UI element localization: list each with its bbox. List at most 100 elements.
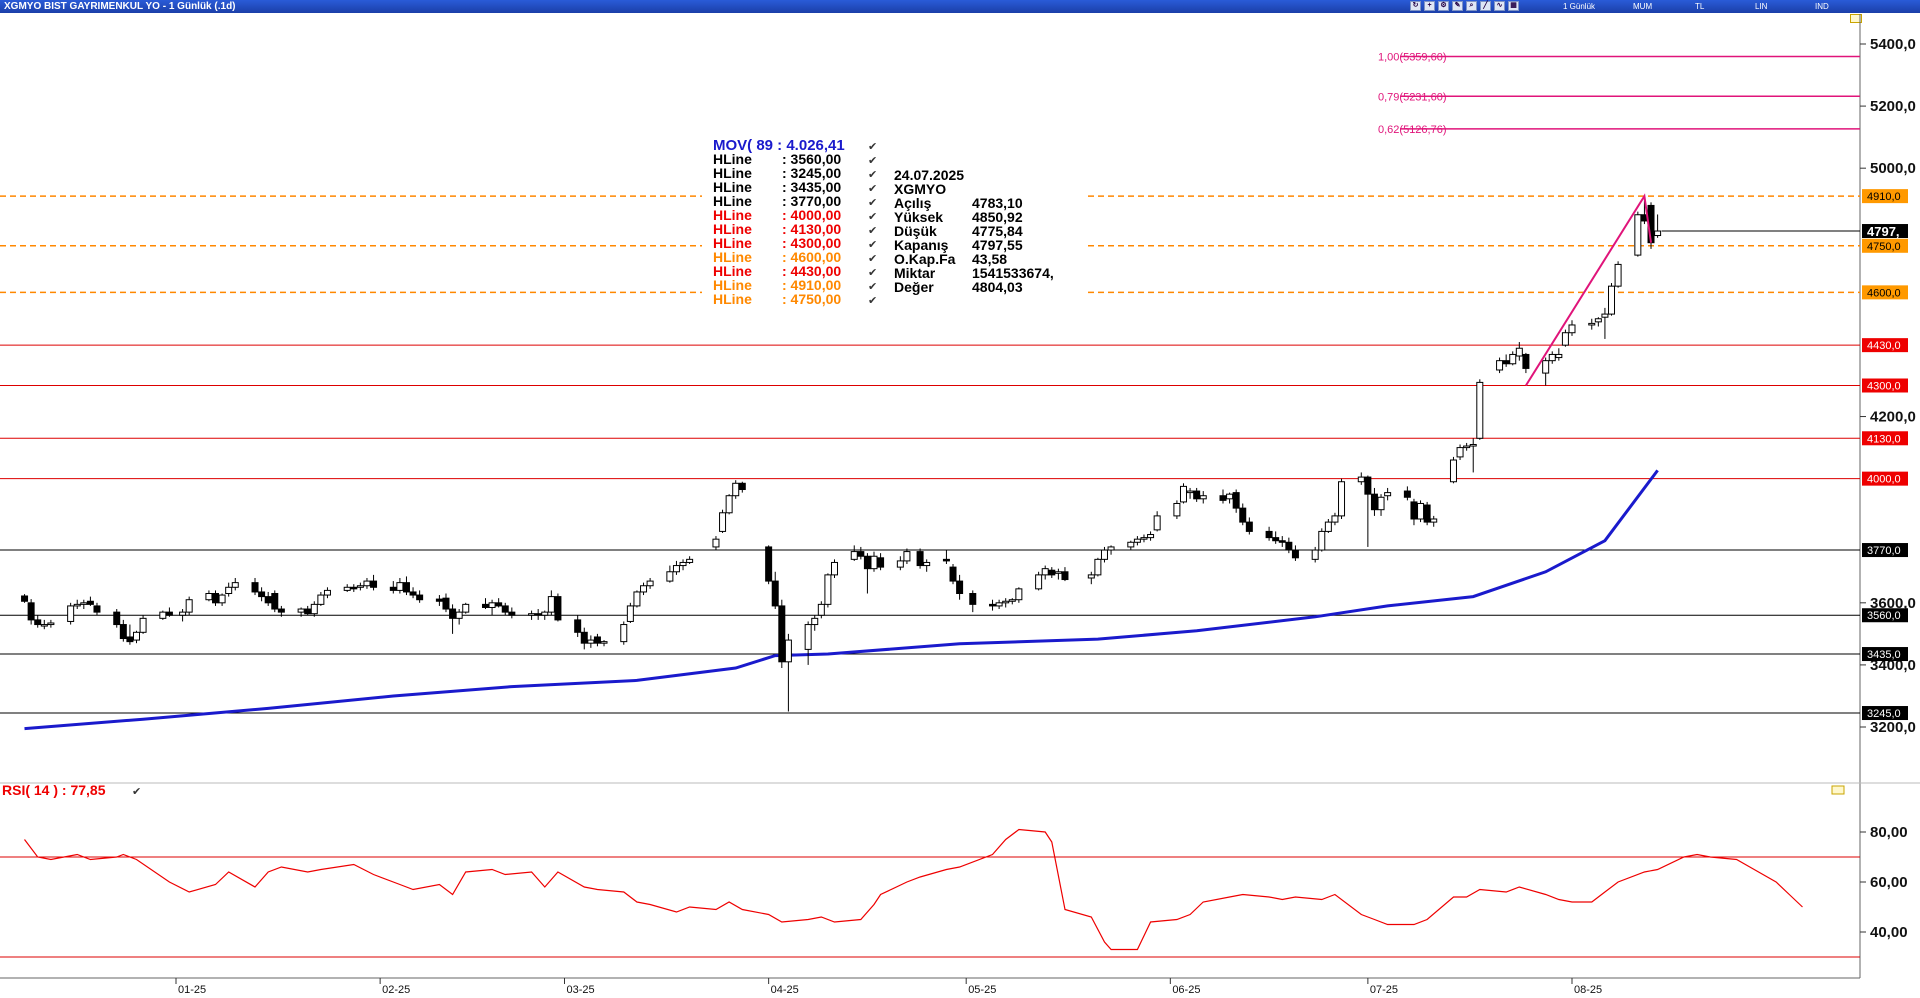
candle bbox=[672, 560, 680, 575]
line-icon[interactable]: ╱ bbox=[1480, 1, 1491, 11]
period-selector[interactable]: 1 Günlük bbox=[1563, 2, 1596, 11]
candle-body-down bbox=[554, 596, 562, 621]
candle-body-up bbox=[1311, 549, 1319, 560]
time-tick-label: 06-25 bbox=[1172, 984, 1200, 996]
candle-body-up bbox=[363, 580, 371, 587]
candle-body-up bbox=[185, 599, 193, 613]
hline-legend-label: HLine bbox=[713, 291, 752, 307]
candle-body-up bbox=[356, 585, 364, 588]
candle-body-down bbox=[1291, 549, 1299, 559]
price-tick-label: 3400,0 bbox=[1870, 657, 1916, 674]
candle-body-down bbox=[350, 586, 358, 590]
time-tick-label: 02-25 bbox=[382, 984, 410, 996]
moving-average-line bbox=[24, 469, 1659, 731]
candle bbox=[1186, 487, 1194, 499]
last-price-label: 4797, bbox=[1867, 224, 1900, 239]
candle bbox=[34, 615, 42, 628]
chart-toolbar: ↻ + ⚙ ✎ ⌕ ╱ ∿ ▦ bbox=[1410, 1, 1519, 12]
candle bbox=[396, 577, 404, 594]
rsi-tick-label: 60,00 bbox=[1870, 874, 1908, 891]
candle-body-up bbox=[1634, 214, 1642, 256]
candle-body-up bbox=[719, 512, 727, 532]
candle bbox=[1265, 526, 1273, 541]
hline-badge bbox=[1862, 285, 1908, 300]
hline-badge bbox=[1862, 431, 1908, 446]
settings-icon[interactable]: ⚙ bbox=[1438, 1, 1449, 11]
candle-body-down bbox=[402, 582, 410, 593]
candle-body-down bbox=[580, 631, 588, 644]
rsi-tick-label: 80,00 bbox=[1870, 824, 1908, 841]
grid-icon[interactable]: ▦ bbox=[1508, 1, 1519, 11]
candle bbox=[1107, 545, 1115, 555]
hline-badge bbox=[1862, 706, 1908, 721]
candle-body-down bbox=[435, 598, 443, 602]
candle-body-up bbox=[725, 495, 733, 514]
price-tick-label: 5200,0 bbox=[1870, 98, 1916, 115]
time-tick-label: 07-25 bbox=[1370, 984, 1398, 996]
candle bbox=[989, 599, 997, 611]
indicator-selector[interactable]: IND bbox=[1815, 2, 1829, 11]
candle bbox=[1087, 571, 1095, 585]
candle-body-up bbox=[712, 538, 720, 548]
time-tick-label: 04-25 bbox=[771, 984, 799, 996]
candle-body-down bbox=[1193, 490, 1201, 500]
candle-body-up bbox=[1226, 493, 1234, 500]
candle-body-down bbox=[113, 611, 121, 626]
candle-body-down bbox=[1278, 540, 1286, 543]
candle-body-up bbox=[159, 611, 167, 619]
candle bbox=[1179, 483, 1187, 504]
candle bbox=[389, 581, 397, 594]
scale-selector[interactable]: LIN bbox=[1755, 2, 1768, 11]
zoom-icon[interactable]: ⌕ bbox=[1466, 1, 1477, 11]
candle-body-down bbox=[969, 593, 977, 605]
candle bbox=[870, 551, 878, 572]
candle bbox=[1285, 537, 1293, 554]
candle-body-down bbox=[251, 582, 259, 593]
refresh-icon[interactable]: ↻ bbox=[1410, 1, 1421, 11]
candle-body-up bbox=[804, 624, 812, 650]
candle bbox=[508, 607, 516, 619]
pencil-icon[interactable]: ✎ bbox=[1452, 1, 1463, 11]
check-icon: ✔ bbox=[868, 169, 877, 181]
candle bbox=[1496, 357, 1504, 374]
candle bbox=[449, 604, 457, 634]
candle bbox=[93, 602, 101, 616]
candle bbox=[402, 576, 410, 596]
crosshair-icon[interactable]: + bbox=[1424, 1, 1435, 11]
info-row-label: Miktar bbox=[894, 265, 936, 281]
candle bbox=[1153, 511, 1161, 532]
candle bbox=[488, 599, 496, 616]
candle bbox=[1140, 534, 1148, 543]
candle-body-up bbox=[1496, 360, 1504, 371]
candle bbox=[205, 590, 213, 602]
candle bbox=[1469, 438, 1477, 473]
hline-badge-label: 4430,0 bbox=[1867, 340, 1901, 352]
candle-body-up bbox=[323, 589, 331, 596]
candle-body-up bbox=[1002, 600, 1010, 604]
currency-selector[interactable]: TL bbox=[1695, 2, 1705, 11]
candle bbox=[1364, 475, 1372, 547]
candle bbox=[179, 609, 187, 622]
hline-badge-label: 4130,0 bbox=[1867, 433, 1901, 445]
check-icon: ✔ bbox=[868, 141, 877, 153]
candle-body-up bbox=[528, 613, 536, 616]
panel-menu-icon[interactable] bbox=[1850, 14, 1862, 23]
candle bbox=[1291, 545, 1299, 561]
candle-body-up bbox=[646, 580, 654, 587]
candle bbox=[804, 621, 812, 665]
candle-body-down bbox=[1048, 569, 1056, 576]
candle-body-up bbox=[1179, 485, 1187, 503]
candle-body-down bbox=[370, 580, 378, 588]
chart-type-selector[interactable]: MUM bbox=[1633, 2, 1653, 11]
candle-body-up bbox=[672, 565, 680, 573]
candle-body-down bbox=[264, 596, 272, 604]
indicator-icon[interactable]: ∿ bbox=[1494, 1, 1505, 11]
check-icon: ✔ bbox=[868, 239, 877, 251]
candle-body-down bbox=[1219, 495, 1227, 501]
check-icon: ✔ bbox=[132, 786, 141, 798]
hline-legend-label: HLine bbox=[713, 193, 752, 209]
candle-body-up bbox=[1107, 546, 1115, 551]
candle-body-up bbox=[343, 586, 351, 591]
candle-body-down bbox=[1265, 530, 1273, 539]
